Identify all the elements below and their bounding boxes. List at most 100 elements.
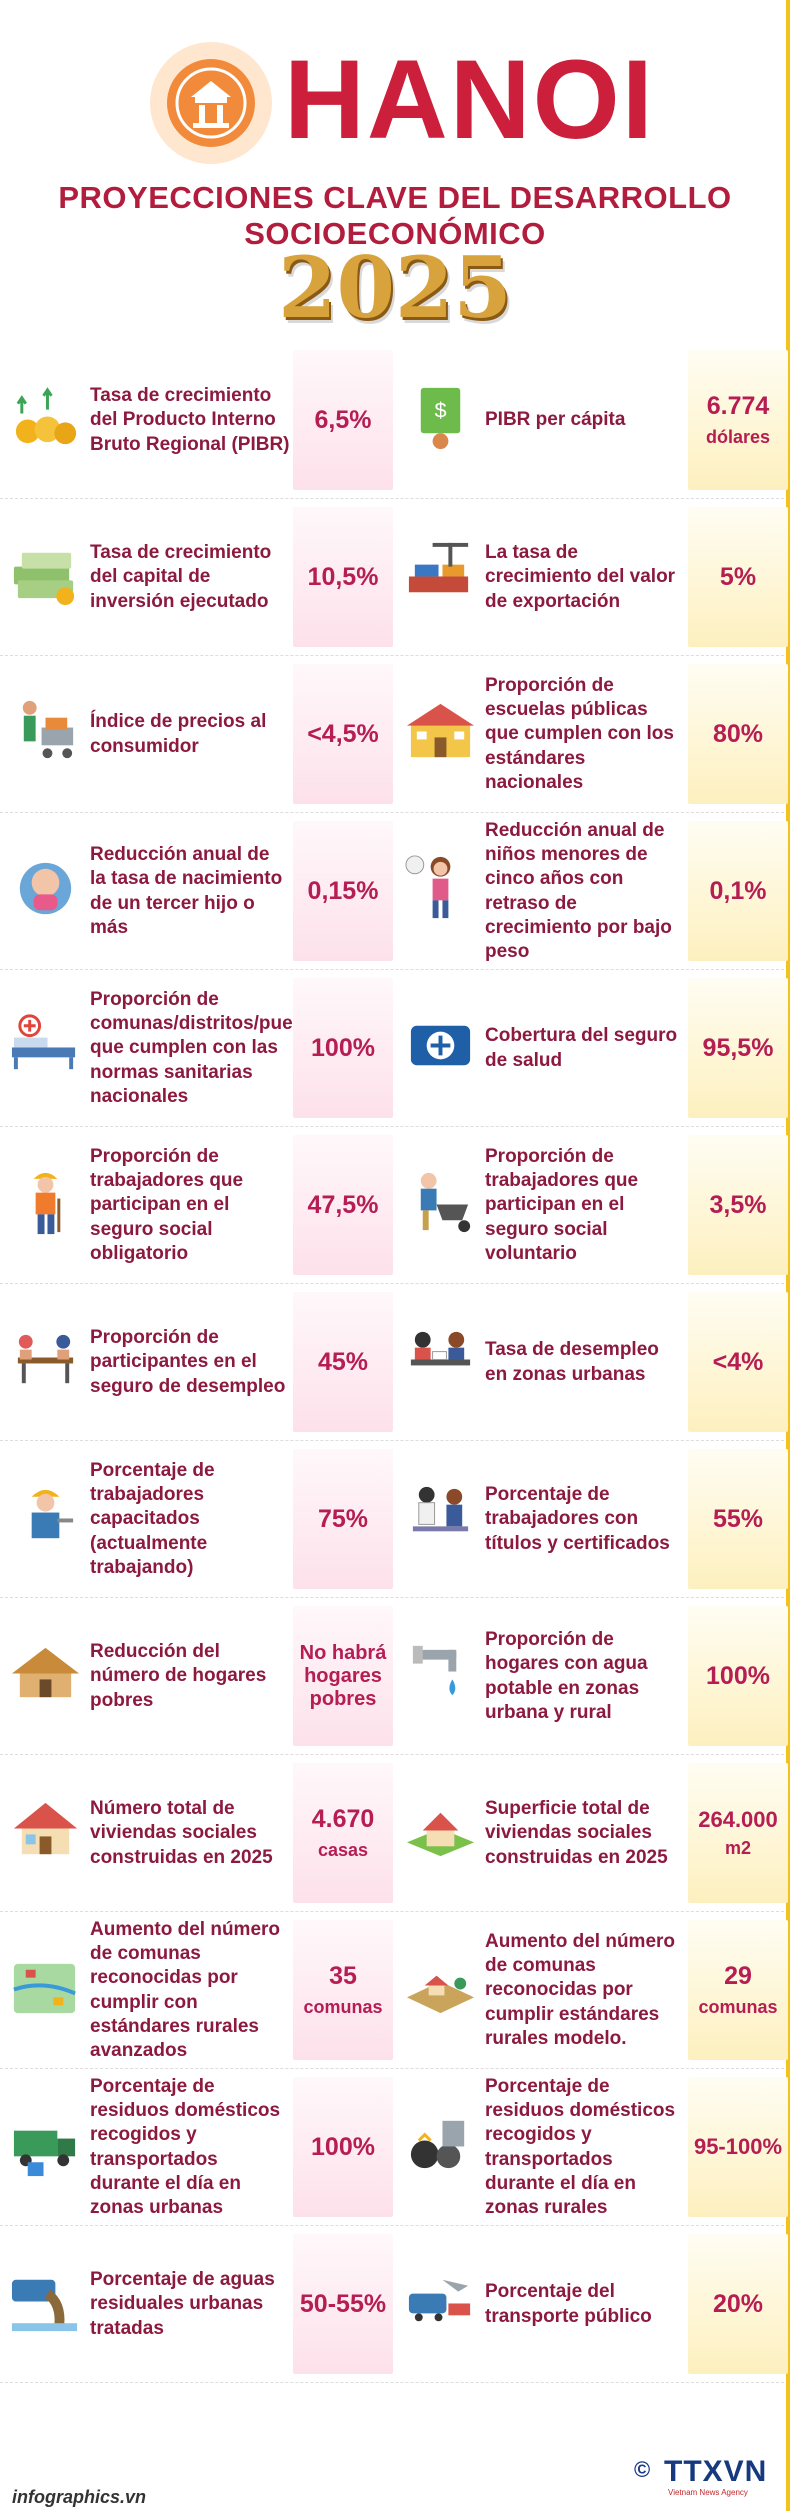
indicator-row: Porcentaje de residuos domésticos recogi…: [0, 2075, 790, 2226]
hospital-bed-icon: [8, 1008, 83, 1083]
indicator-unit: casas: [317, 1840, 369, 1861]
indicator-value: 55%: [712, 1504, 764, 1533]
indicator-row: Tasa de crecimiento del capital de inver…: [0, 505, 790, 656]
row-divider: [0, 655, 784, 656]
indicator-value-box: 0,1%: [688, 821, 788, 961]
indicator-label: Superficie total de viviendas sociales c…: [485, 1798, 668, 1868]
indicator-value: 264.000: [698, 1807, 778, 1832]
row-divider: [0, 1440, 784, 1441]
indicator-value: 0,1%: [709, 876, 767, 905]
indicator-value-box: 45%: [293, 1292, 393, 1432]
indicator-value: 100%: [311, 1033, 375, 1062]
indicator-value-box: 47,5%: [293, 1135, 393, 1275]
indicator-value-box: 20%: [688, 2234, 788, 2374]
indicator-row: Reducción del número de hogares pobres No…: [0, 1604, 790, 1755]
construction-worker-icon: [8, 1165, 83, 1240]
indicator-left: Tasa de crecimiento del capital de inver…: [0, 505, 395, 650]
wheelbarrow-worker-icon: [403, 1165, 478, 1240]
public-transport-icon: [403, 2264, 478, 2339]
rural-map-icon: [8, 1950, 83, 2025]
footer: infographics.vn © TTXVN Vietnam News Age…: [0, 2455, 790, 2511]
indicator-value-box: 100%: [293, 978, 393, 1118]
indicator-value: 45%: [317, 1347, 369, 1376]
indicator-label: Tasa de crecimiento del capital de inver…: [90, 542, 272, 612]
indicator-left: Porcentaje de trabajadores capacitados (…: [0, 1447, 395, 1592]
money-stack-icon: [8, 537, 83, 612]
indicator-label: La tasa de crecimiento del valor de expo…: [485, 542, 676, 612]
indicator-value-box: 95,5%: [688, 978, 788, 1118]
school-building-icon: [403, 694, 478, 769]
indicator-value: 80%: [712, 719, 764, 748]
indicator-value: 47,5%: [307, 1190, 379, 1219]
indicator-right: Porcentaje de trabajadores con títulos y…: [395, 1447, 790, 1592]
indicator-left: Proporción de trabajadores que participa…: [0, 1133, 395, 1278]
indicator-label: PIBR per cápita: [485, 409, 626, 431]
interview-icon: [403, 1322, 478, 1397]
indicator-value-box: 6.774 dólares: [688, 350, 788, 490]
indicator-value: 50-55%: [299, 2289, 387, 2318]
indicator-row: Porcentaje de aguas residuales urbanas t…: [0, 2232, 790, 2383]
indicator-value-box: 264.000 m2: [688, 1763, 788, 1903]
indicator-value-box: 3,5%: [688, 1135, 788, 1275]
indicator-value: 6,5%: [314, 405, 372, 434]
headline: PROYECCIONES CLAVE DEL DESARROLLO SOCIOE…: [58, 180, 732, 251]
indicator-label: Índice de precios al consumidor: [90, 711, 267, 757]
row-divider: [0, 2225, 784, 2226]
indicator-value: 95-100%: [693, 2134, 783, 2160]
indicator-value: 100%: [311, 2132, 375, 2161]
garbage-bags-icon: [403, 2107, 478, 2182]
wastewater-pipe-icon: [8, 2264, 83, 2339]
indicator-row: Reducción anual de la tasa de nacimiento…: [0, 819, 790, 970]
site-name[interactable]: infographics.vn: [12, 2487, 147, 2507]
indicator-value-box: 0,15%: [293, 821, 393, 961]
shopping-cart-icon: [8, 694, 83, 769]
indicator-left: Porcentaje de aguas residuales urbanas t…: [0, 2232, 395, 2377]
indicator-label: Reducción del número de hogares pobres: [90, 1641, 267, 1711]
row-divider: [0, 2382, 784, 2383]
indicator-value: 6.774: [706, 392, 770, 421]
indicator-value-box: 4.670 casas: [293, 1763, 393, 1903]
indicator-left: Número total de viviendas sociales const…: [0, 1761, 395, 1906]
indicator-value: 35: [329, 1962, 357, 1991]
indicator-value-box: <4,5%: [293, 664, 393, 804]
water-tap-icon: [403, 1636, 478, 1711]
row-divider: [0, 498, 784, 499]
year-title: 2025: [278, 238, 512, 337]
indicator-right: Porcentaje de residuos domésticos recogi…: [395, 2075, 790, 2220]
indicator-left: Reducción anual de la tasa de nacimiento…: [0, 819, 395, 964]
indicator-value-box: <4%: [688, 1292, 788, 1432]
indicator-value: No habrá hogares pobres: [299, 1641, 387, 1710]
indicator-value-box: 95-100%: [688, 2077, 788, 2217]
indicator-row: Proporción de participantes en el seguro…: [0, 1290, 790, 1441]
indicator-right: $ PIBR per cápita 6.774 dólares: [395, 348, 790, 493]
indicator-value-box: 29 comunas: [688, 1920, 788, 2060]
office-workers-icon: [403, 1479, 478, 1554]
indicator-label: Porcentaje de trabajadores con títulos y…: [485, 1484, 670, 1554]
row-divider: [0, 1911, 784, 1912]
indicator-value: 75%: [317, 1504, 369, 1533]
indicator-label: Porcentaje del transporte público: [485, 2281, 652, 2327]
header: HANOI PROYECCIONES CLAVE DEL DESARROLLO …: [0, 0, 790, 345]
indicator-label: Proporción de comunas/distritos/pueblos …: [90, 988, 332, 1107]
indicator-unit: dólares: [705, 427, 771, 448]
city-title: HANOI: [284, 37, 655, 162]
indicator-right: Proporción de hogares con agua potable e…: [395, 1604, 790, 1749]
indicator-row: Tasa de crecimiento del Producto Interno…: [0, 348, 790, 499]
row-divider: [0, 1283, 784, 1284]
indicator-value-box: 35 comunas: [293, 1920, 393, 2060]
indicator-value-box: 100%: [688, 1606, 788, 1746]
row-divider: [0, 969, 784, 970]
indicator-value-box: 6,5%: [293, 350, 393, 490]
indicator-value: <4%: [712, 1347, 764, 1376]
indicator-label: Tasa de crecimiento del Producto Interno…: [90, 385, 290, 455]
indicator-unit: comunas: [303, 1997, 383, 2018]
copyright-symbol: ©: [634, 2457, 651, 2482]
indicator-left: Reducción del número de hogares pobres No…: [0, 1604, 395, 1749]
indicator-row: Proporción de trabajadores que participa…: [0, 1133, 790, 1284]
indicator-right: Cobertura del seguro de salud 95,5%: [395, 976, 790, 1121]
indicator-value: 29: [724, 1962, 752, 1991]
indicator-right: Superficie total de viviendas sociales c…: [395, 1761, 790, 1906]
indicator-row: Aumento del número de comunas reconocida…: [0, 1918, 790, 2069]
baby-icon: [8, 851, 83, 926]
indicator-value: 100%: [706, 1661, 770, 1690]
